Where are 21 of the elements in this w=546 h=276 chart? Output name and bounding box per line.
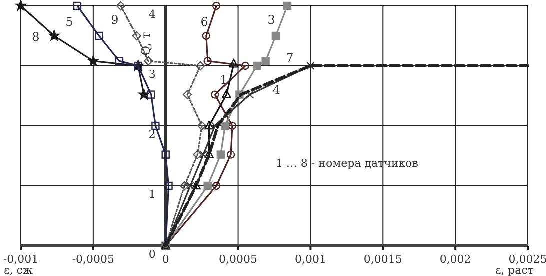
series-label: 6 [200, 15, 208, 29]
x-tick-label: -0,0005 [72, 253, 115, 266]
y-tick-label: 4 [148, 8, 156, 21]
x-tick-label: 0,0005 [219, 253, 258, 266]
x-tick-label: 0,001 [294, 253, 326, 266]
series-label: 1 [220, 73, 228, 88]
series-label: 4 [272, 83, 281, 97]
series-label: 8 [32, 30, 40, 44]
y-tick-label: 2 [148, 128, 156, 141]
x-tick-label: 0 [162, 253, 170, 266]
series-label: 3 [268, 13, 276, 27]
text: ε, сж [4, 264, 33, 276]
y-tick-label: 3 [148, 68, 156, 81]
x-axis-title: ε, раст [495, 264, 534, 276]
x-tick-label: 0,002 [440, 253, 472, 266]
x-tick-label: 0,0015 [364, 253, 402, 266]
x-tick-label: -0,001 [3, 253, 39, 266]
y-tick-label: 1 [148, 188, 156, 201]
series-label: 7 [286, 51, 294, 65]
series-label: 9 [111, 13, 119, 27]
series-label: 5 [66, 15, 74, 29]
